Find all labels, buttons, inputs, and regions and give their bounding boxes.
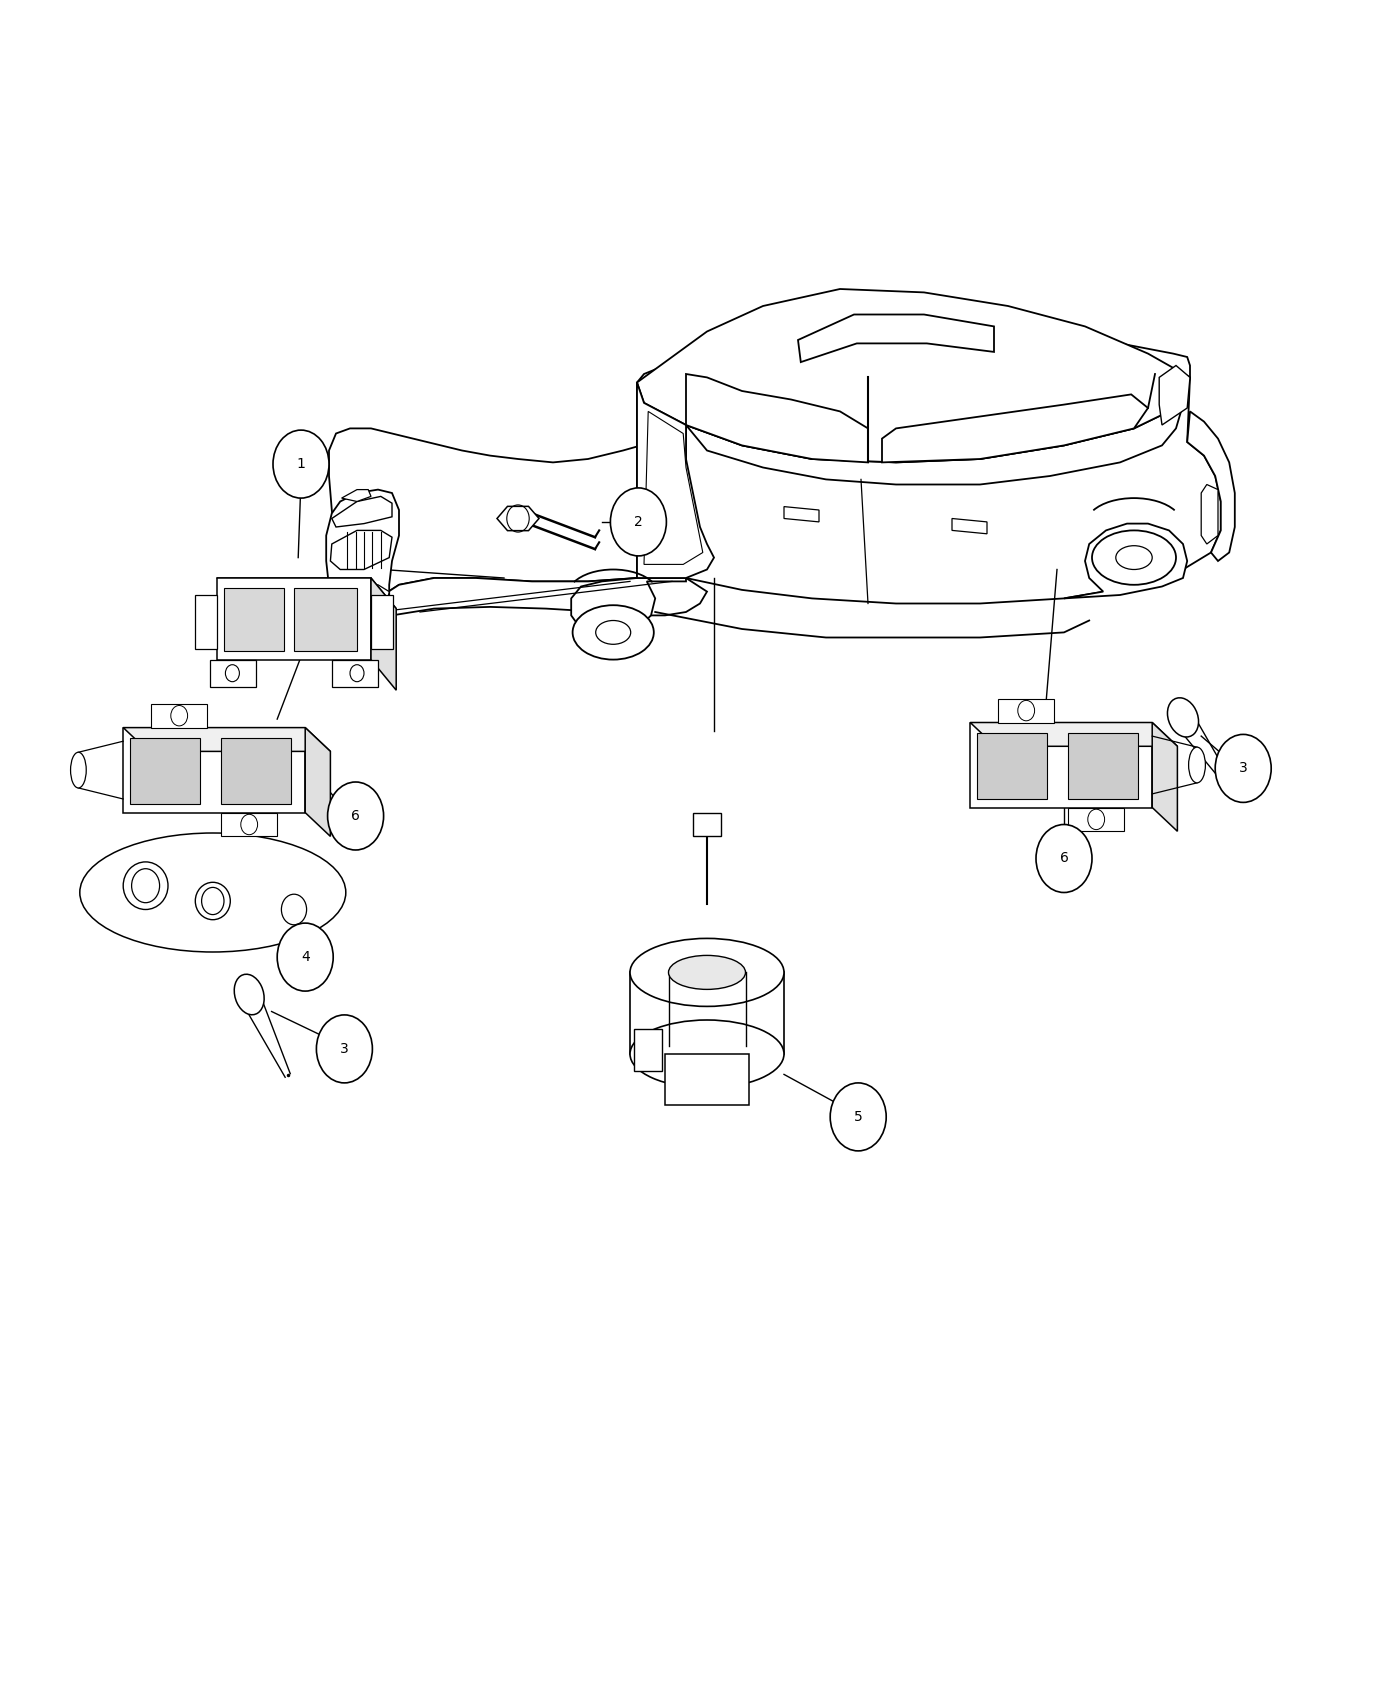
Circle shape [1036, 824, 1092, 892]
Text: 6: 6 [351, 809, 360, 823]
Polygon shape [798, 314, 994, 362]
Polygon shape [210, 660, 256, 687]
Polygon shape [882, 394, 1148, 462]
Polygon shape [637, 382, 714, 578]
Ellipse shape [234, 974, 265, 1015]
Polygon shape [637, 289, 1190, 462]
Polygon shape [371, 578, 396, 690]
Ellipse shape [195, 882, 230, 920]
Polygon shape [644, 411, 703, 564]
Text: 5: 5 [854, 1110, 862, 1124]
Polygon shape [952, 518, 987, 534]
Ellipse shape [1168, 697, 1198, 738]
Ellipse shape [1092, 530, 1176, 585]
Polygon shape [1068, 808, 1124, 831]
Circle shape [171, 706, 188, 726]
Ellipse shape [630, 938, 784, 1006]
Polygon shape [342, 490, 371, 502]
Polygon shape [497, 507, 539, 530]
Polygon shape [123, 728, 330, 751]
Polygon shape [294, 588, 357, 651]
Polygon shape [1152, 722, 1177, 831]
Circle shape [277, 923, 333, 991]
Polygon shape [1068, 733, 1138, 799]
Polygon shape [998, 699, 1054, 722]
Ellipse shape [596, 620, 630, 644]
Text: 1: 1 [297, 457, 305, 471]
Polygon shape [326, 490, 399, 646]
Polygon shape [151, 704, 207, 728]
Ellipse shape [1189, 748, 1205, 784]
Polygon shape [977, 733, 1047, 799]
Circle shape [328, 782, 384, 850]
Circle shape [1018, 700, 1035, 721]
Ellipse shape [669, 955, 745, 989]
Ellipse shape [123, 862, 168, 910]
Circle shape [202, 887, 224, 915]
Polygon shape [329, 382, 686, 646]
Polygon shape [336, 578, 707, 646]
Text: 3: 3 [1239, 762, 1247, 775]
Circle shape [241, 814, 258, 835]
Text: 2: 2 [634, 515, 643, 529]
Polygon shape [221, 813, 277, 836]
Ellipse shape [1116, 546, 1152, 570]
Polygon shape [330, 530, 392, 570]
Circle shape [610, 488, 666, 556]
Text: 6: 6 [1060, 852, 1068, 865]
Circle shape [1215, 734, 1271, 802]
Polygon shape [571, 578, 686, 638]
Polygon shape [217, 578, 396, 609]
Polygon shape [195, 595, 217, 649]
Polygon shape [970, 722, 1152, 808]
Polygon shape [665, 1054, 749, 1105]
Text: 4: 4 [301, 950, 309, 964]
Circle shape [281, 894, 307, 925]
Polygon shape [686, 377, 1221, 604]
Circle shape [132, 869, 160, 903]
Polygon shape [637, 323, 1190, 462]
Polygon shape [693, 813, 721, 836]
Circle shape [830, 1083, 886, 1151]
Ellipse shape [70, 753, 87, 789]
Circle shape [225, 665, 239, 682]
Polygon shape [970, 722, 1177, 746]
Polygon shape [1187, 411, 1235, 561]
Circle shape [1088, 809, 1105, 830]
Polygon shape [1064, 524, 1187, 598]
Polygon shape [123, 728, 305, 813]
Ellipse shape [573, 605, 654, 660]
Polygon shape [1159, 366, 1190, 425]
Text: 3: 3 [340, 1042, 349, 1056]
Polygon shape [686, 374, 868, 462]
Polygon shape [339, 585, 389, 615]
Polygon shape [1201, 484, 1218, 544]
Polygon shape [305, 728, 330, 836]
Ellipse shape [80, 833, 346, 952]
Polygon shape [371, 595, 393, 649]
Polygon shape [217, 578, 371, 660]
Circle shape [350, 665, 364, 682]
Polygon shape [332, 660, 378, 687]
Circle shape [316, 1015, 372, 1083]
Polygon shape [784, 507, 819, 522]
Circle shape [273, 430, 329, 498]
Polygon shape [634, 1028, 662, 1071]
Polygon shape [224, 588, 284, 651]
Polygon shape [221, 738, 291, 804]
Ellipse shape [630, 1020, 784, 1088]
Polygon shape [130, 738, 200, 804]
Polygon shape [332, 496, 392, 527]
